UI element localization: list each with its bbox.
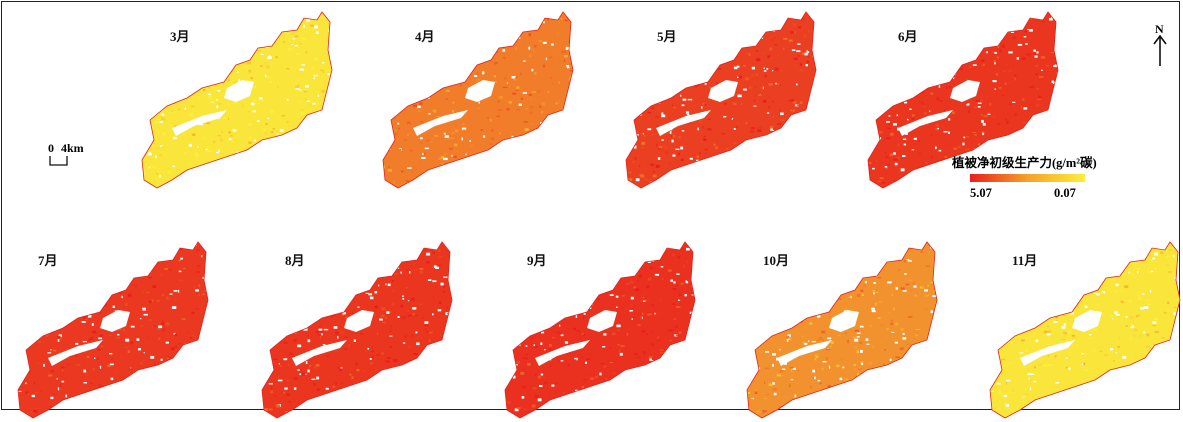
npp-map xyxy=(495,240,700,422)
map-panel xyxy=(495,240,700,422)
month-label: 9月 xyxy=(527,250,547,269)
npp-map xyxy=(373,10,578,192)
month-label: 11月 xyxy=(1012,250,1037,269)
north-arrow: N xyxy=(1152,22,1168,68)
month-label: 5月 xyxy=(657,26,677,45)
map-panel xyxy=(616,10,821,192)
month-label: 6月 xyxy=(898,26,918,45)
npp-map xyxy=(980,240,1183,422)
month-label: 7月 xyxy=(38,250,58,269)
month-label: 4月 xyxy=(415,26,435,45)
legend-title: 植被净初级生产力(g/m²碳) xyxy=(952,152,1097,171)
npp-map xyxy=(132,10,337,192)
npp-map xyxy=(616,10,821,192)
npp-map xyxy=(252,240,457,422)
legend-color-ramp xyxy=(970,174,1085,182)
map-panel xyxy=(980,240,1183,422)
north-arrow-icon xyxy=(1152,34,1168,68)
map-panel xyxy=(132,10,337,192)
legend-max-label: 5.07 xyxy=(970,186,992,201)
map-panel xyxy=(373,10,578,192)
month-label: 10月 xyxy=(763,250,789,269)
month-label: 8月 xyxy=(285,250,305,269)
map-panel xyxy=(252,240,457,422)
scale-line xyxy=(44,141,70,167)
legend-min-label: 0.07 xyxy=(1054,186,1076,201)
month-label: 3月 xyxy=(170,26,190,45)
